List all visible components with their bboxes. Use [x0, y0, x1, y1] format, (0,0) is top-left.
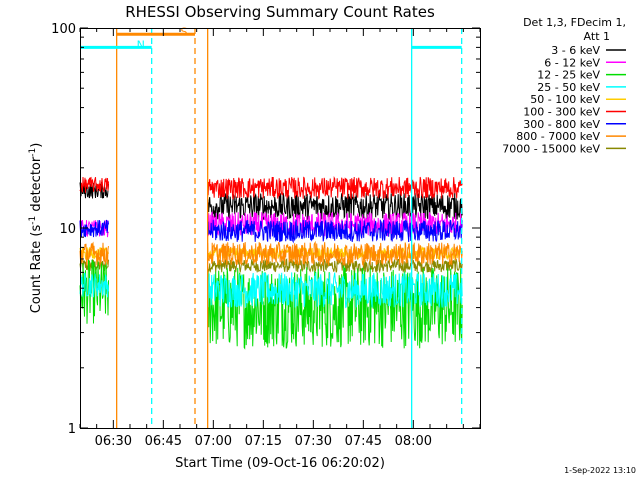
series-trace-25-50-kev-segment-2 — [207, 272, 463, 309]
series-trace-100-300-kev-segment-1 — [79, 176, 109, 193]
x-tick-label: 08:00 — [395, 434, 432, 449]
legend-label: 6 - 12 keV — [544, 56, 600, 69]
x-tick-label: 07:30 — [295, 434, 332, 449]
x-axis: 06:30 06:45 07:00 07:15 07:30 07:45 08:00 — [79, 28, 481, 449]
flag-label-s: S — [181, 25, 188, 38]
legend-header-line1: Det 1,3, FDecim 1, — [523, 16, 626, 29]
y-tick-label: 100 — [51, 22, 76, 37]
series-trace-300-800-kev-segment-1 — [79, 219, 109, 238]
legend-label: 800 - 7000 keV — [516, 130, 600, 143]
x-tick-label: 07:15 — [245, 434, 282, 449]
x-tick-label: 07:00 — [195, 434, 232, 449]
x-tick-label: 06:30 — [95, 434, 132, 449]
legend-label: 50 - 100 keV — [530, 93, 600, 106]
legend-header-line2: Att 1 — [584, 30, 610, 43]
legend-label: 12 - 25 keV — [537, 69, 600, 82]
x-axis-label: Start Time (09-Oct-16 06:20:02) — [175, 456, 385, 471]
legend-label: 3 - 6 keV — [551, 44, 600, 57]
x-tick-label: 06:45 — [145, 434, 182, 449]
legend-label: 25 - 50 keV — [537, 81, 600, 94]
series-trace-7000-15000-kev-segment-2 — [207, 258, 463, 274]
y-tick-label: 1 — [68, 422, 76, 437]
flag-label-n: N — [137, 38, 145, 51]
chart-title: RHESSI Observing Summary Count Rates — [125, 3, 435, 21]
series-trace-800-7000-kev-segment-2 — [207, 240, 463, 267]
series-trace-100-300-kev-segment-2 — [207, 175, 463, 200]
series-trace-3-6-kev-segment-2 — [207, 192, 463, 222]
series-trace-300-800-kev-segment-2 — [207, 219, 463, 244]
series-trace-12-25-kev-segment-2 — [207, 265, 463, 350]
legend-label: 100 - 300 keV — [523, 106, 600, 119]
y-axis-label: Count Rate (s-1 detector-1) — [28, 143, 44, 314]
y-axis: 1 10 100 — [51, 22, 480, 437]
series-trace-50-100-kev-segment-1 — [79, 247, 109, 261]
series-trace-25-50-kev-segment-1 — [79, 272, 109, 298]
y-tick-label: 10 — [59, 222, 76, 237]
series-trace-800-7000-kev-segment-1 — [79, 241, 109, 266]
x-tick-label: 07:45 — [345, 434, 382, 449]
legend-label: 300 - 800 keV — [523, 118, 600, 131]
footer-timestamp: 1-Sep-2022 13:10 — [564, 466, 636, 475]
plot-area: SN — [79, 25, 463, 428]
legend-label: 7000 - 15000 keV — [502, 142, 600, 155]
series-trace-6-12-kev-segment-2 — [207, 211, 463, 238]
